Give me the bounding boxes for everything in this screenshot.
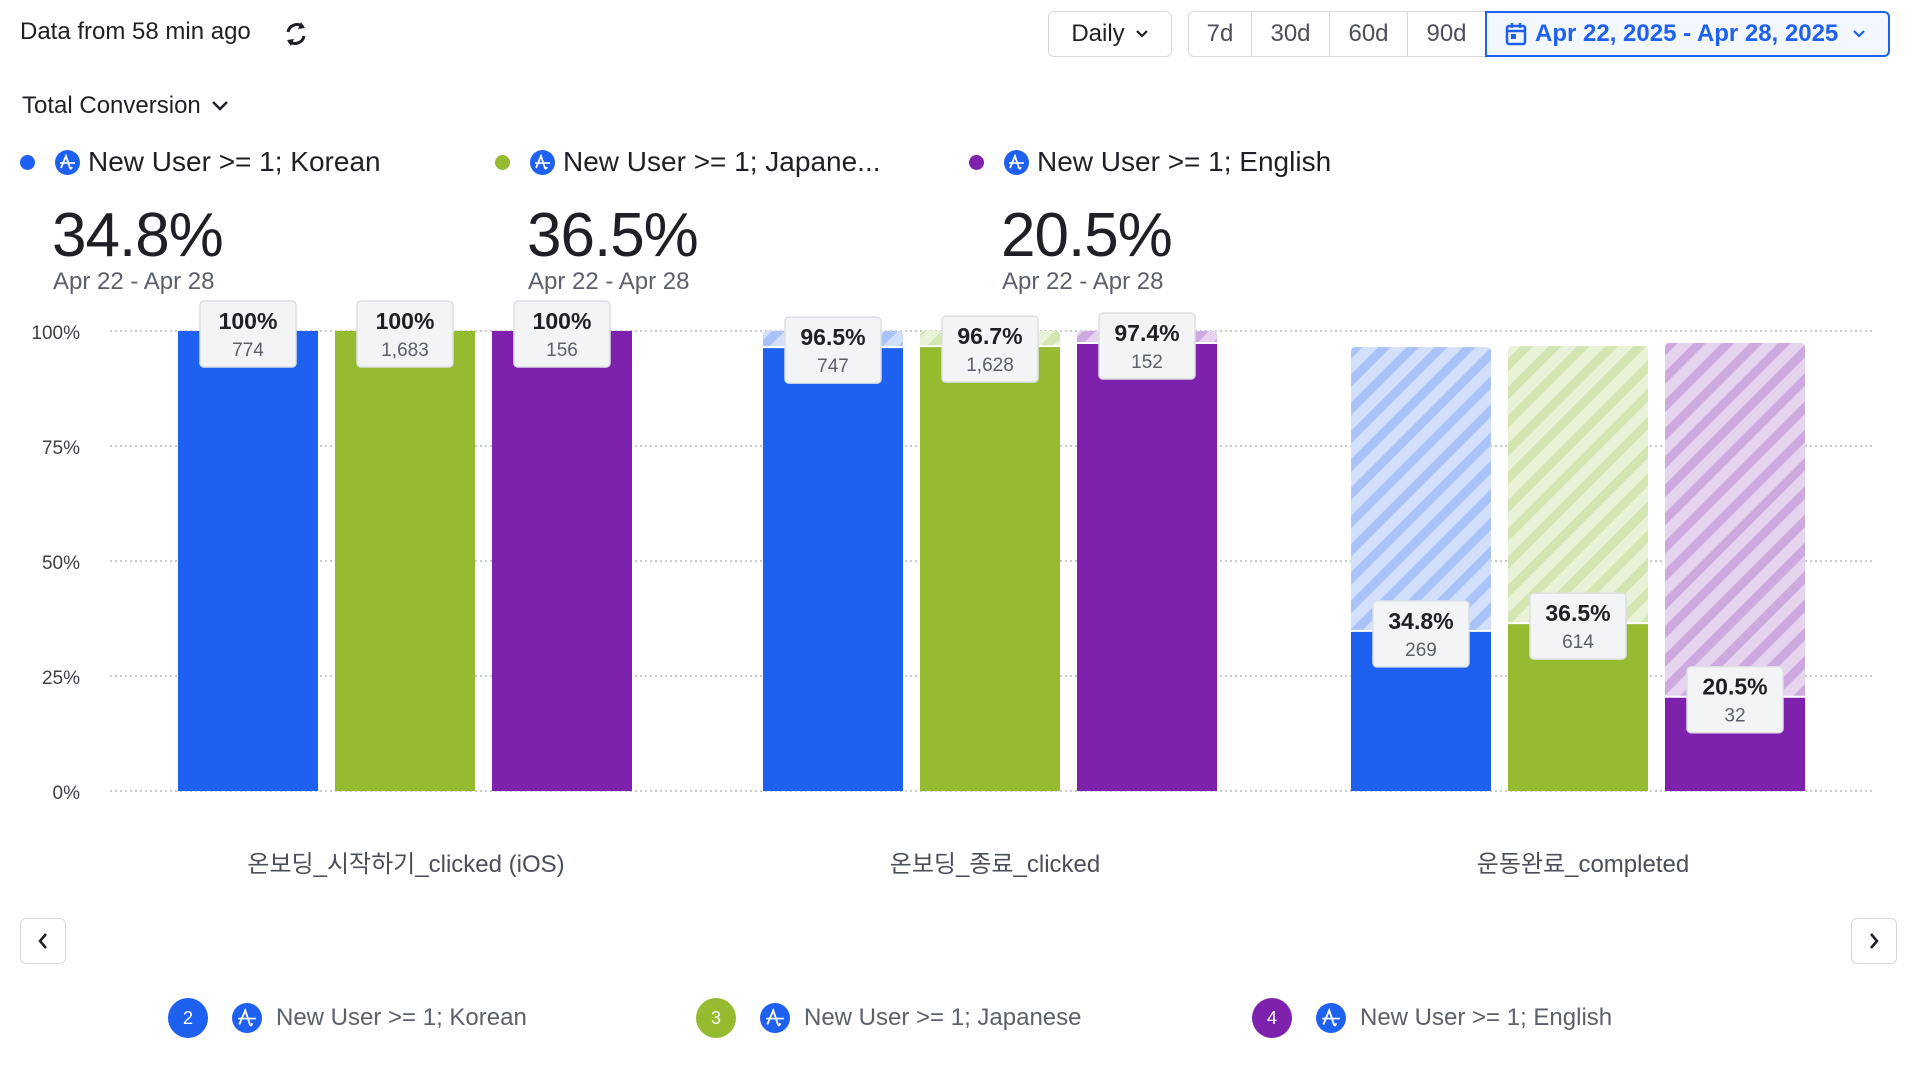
data-label-percent: 100% [376, 308, 435, 334]
refresh-icon[interactable] [282, 18, 310, 50]
chevron-down-icon [1853, 30, 1866, 38]
series-label: New User >= 1; Korean [88, 146, 381, 177]
amplitude-logo-icon [232, 1003, 262, 1033]
series-conversion-value: 36.5% [527, 201, 699, 270]
y-tick-label: 50% [42, 553, 80, 574]
series-color-dot [20, 154, 35, 170]
bar-japanese[interactable] [335, 331, 475, 791]
legend-number-badge: 2 [168, 998, 208, 1038]
date-range-selector: 7d 30d 60d 90d Apr 22, 2025 - Apr 28, 20… [1188, 11, 1891, 57]
bar-english[interactable] [1077, 342, 1217, 791]
y-tick-label: 0% [53, 783, 81, 804]
series-period: Apr 22 - Apr 28 [528, 268, 690, 295]
bar-korean[interactable] [1351, 630, 1491, 791]
range-preset-60d[interactable]: 60d [1329, 11, 1407, 57]
legend-number-badge: 4 [1252, 998, 1292, 1038]
bar-korean[interactable] [178, 331, 318, 791]
y-tick-label: 25% [42, 668, 80, 689]
legend-label: New User >= 1; Japanese [804, 1004, 1082, 1031]
chevron-right-icon [1870, 933, 1879, 949]
x-axis-label: 온보딩_종료_clicked [889, 851, 1101, 878]
series-header-korean[interactable]: New User >= 1; Korean [20, 146, 381, 178]
data-freshness-text: Data from 58 min ago [20, 18, 251, 45]
bar-japanese[interactable] [920, 346, 1060, 791]
scroll-right-button[interactable] [1851, 918, 1897, 964]
series-conversion-value: 20.5% [1001, 201, 1173, 270]
data-label-percent: 100% [533, 308, 592, 334]
bar-japanese[interactable] [1508, 623, 1648, 791]
series-color-dot [969, 154, 984, 170]
data-label-percent: 100% [219, 308, 278, 334]
metric-label: Total Conversion [22, 92, 201, 119]
legend-item-english[interactable]: 4 New User >= 1; English [1252, 998, 1612, 1038]
bar-english[interactable] [492, 331, 632, 791]
amplitude-logo-icon [530, 149, 555, 175]
legend-label: New User >= 1; English [1360, 1004, 1613, 1031]
interval-dropdown[interactable]: Daily [1048, 11, 1172, 57]
series-color-dot [495, 154, 510, 170]
y-tick-label: 100% [31, 323, 80, 344]
legend-label: New User >= 1; Korean [276, 1004, 527, 1031]
range-preset-90d[interactable]: 90d [1407, 11, 1485, 57]
chevron-left-icon [38, 933, 47, 949]
series-period: Apr 22 - Apr 28 [53, 268, 215, 295]
y-tick-label: 75% [42, 438, 80, 459]
amplitude-logo-icon [55, 149, 80, 175]
series-conversion-value: 34.8% [52, 201, 224, 270]
series-label: New User >= 1; Japane... [563, 146, 881, 177]
amplitude-logo-icon [760, 1003, 790, 1033]
legend-item-korean[interactable]: 2 New User >= 1; Korean [168, 998, 527, 1038]
date-range-picker[interactable]: Apr 22, 2025 - Apr 28, 2025 [1485, 11, 1891, 57]
series-header-japanese[interactable]: New User >= 1; Japane... [495, 146, 881, 178]
amplitude-logo-icon [1316, 1003, 1346, 1033]
amplitude-logo-icon [1004, 149, 1029, 175]
metric-dropdown[interactable]: Total Conversion [22, 92, 229, 120]
date-range-label: Apr 22, 2025 - Apr 28, 2025 [1535, 20, 1839, 47]
bar-english[interactable] [1665, 696, 1805, 791]
series-label: New User >= 1; English [1037, 146, 1332, 177]
legend-item-japanese[interactable]: 3 New User >= 1; Japanese [696, 998, 1082, 1038]
x-axis-label: 운동완료_completed [1476, 851, 1690, 878]
bar-korean[interactable] [763, 347, 903, 791]
series-header-english[interactable]: New User >= 1; English [969, 146, 1331, 178]
interval-label: Daily [1071, 20, 1125, 47]
series-period: Apr 22 - Apr 28 [1002, 268, 1164, 295]
chevron-down-icon [211, 101, 228, 111]
calendar-icon [1505, 23, 1527, 46]
scroll-left-button[interactable] [20, 918, 66, 964]
chevron-down-icon [1135, 30, 1148, 38]
legend-number-badge: 3 [696, 998, 736, 1038]
range-preset-7d[interactable]: 7d [1188, 11, 1251, 57]
x-axis-label: 온보딩_시작하기_clicked (iOS) [247, 851, 565, 878]
range-preset-30d[interactable]: 30d [1251, 11, 1329, 57]
